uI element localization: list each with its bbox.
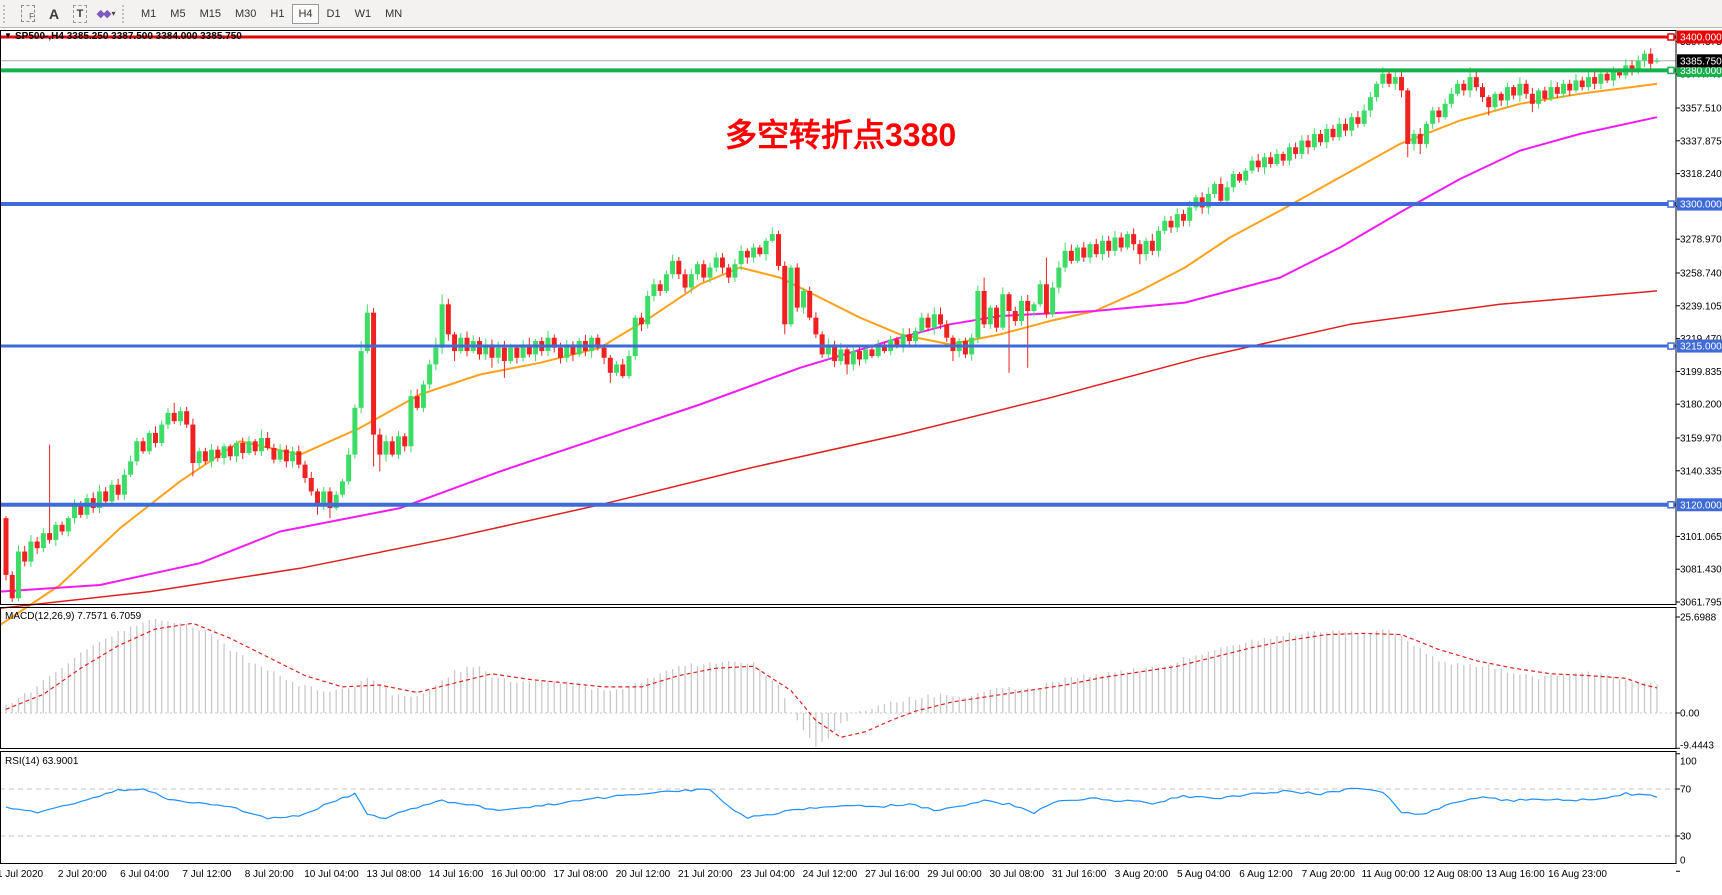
timeframe-button-MN[interactable]: MN bbox=[379, 4, 408, 24]
svg-text:8 Jul 20:00: 8 Jul 20:00 bbox=[245, 869, 294, 880]
svg-text:3357.510: 3357.510 bbox=[1680, 103, 1722, 114]
svg-text:24 Jul 12:00: 24 Jul 12:00 bbox=[803, 869, 858, 880]
timeframe-button-H4[interactable]: H4 bbox=[292, 3, 319, 24]
ma-mid-magenta-line bbox=[0, 116, 1658, 593]
svg-text:6 Jul 04:00: 6 Jul 04:00 bbox=[120, 869, 169, 880]
text-tool-icon[interactable]: A bbox=[41, 3, 67, 25]
toolbar: F A T ◆◆ ▾ M1 M5 M15 M30 H1 H4 D1 W1 MN bbox=[0, 0, 1722, 28]
svg-text:20 Jul 12:00: 20 Jul 12:00 bbox=[616, 869, 671, 880]
svg-text:3081.430: 3081.430 bbox=[1680, 565, 1722, 576]
toolbar-grip[interactable] bbox=[3, 4, 9, 23]
svg-text:3120.000: 3120.000 bbox=[1680, 500, 1722, 511]
svg-text:13 Aug 16:00: 13 Aug 16:00 bbox=[1486, 869, 1545, 880]
svg-text:16 Aug 23:00: 16 Aug 23:00 bbox=[1548, 869, 1607, 880]
svg-text:21 Jul 20:00: 21 Jul 20:00 bbox=[678, 869, 733, 880]
tool-buttons: F A T ◆◆ ▾ bbox=[15, 3, 119, 25]
horizontal-level-lines bbox=[0, 33, 1676, 509]
timeframe-button-D1[interactable]: D1 bbox=[321, 4, 347, 24]
svg-text:-9.4443: -9.4443 bbox=[1680, 741, 1714, 752]
svg-text:7 Aug 20:00: 7 Aug 20:00 bbox=[1302, 869, 1356, 880]
svg-text:3278.970: 3278.970 bbox=[1680, 235, 1722, 246]
rsi-indicator-label: RSI(14) 63.9001 bbox=[5, 756, 79, 767]
macd-pane bbox=[0, 618, 1676, 747]
svg-text:3101.065: 3101.065 bbox=[1680, 532, 1722, 543]
svg-text:6 Aug 12:00: 6 Aug 12:00 bbox=[1239, 869, 1293, 880]
macd-indicator-label: MACD(12,26,9) 7.7571 6.7059 bbox=[5, 611, 142, 622]
cursor-tool-icon[interactable]: F bbox=[15, 3, 41, 25]
svg-text:3180.200: 3180.200 bbox=[1680, 400, 1722, 411]
svg-text:3140.335: 3140.335 bbox=[1680, 466, 1722, 477]
timeframe-button-M30[interactable]: M30 bbox=[229, 4, 262, 24]
svg-text:3258.740: 3258.740 bbox=[1680, 268, 1722, 279]
svg-text:3300.000: 3300.000 bbox=[1680, 200, 1722, 211]
timeframe-buttons: M1 M5 M15 M30 H1 H4 D1 W1 MN bbox=[134, 3, 409, 24]
svg-text:30: 30 bbox=[1680, 832, 1692, 843]
toolbar-grip-2[interactable] bbox=[122, 4, 128, 23]
svg-text:3380.000: 3380.000 bbox=[1680, 66, 1722, 77]
svg-text:3061.795: 3061.795 bbox=[1680, 598, 1722, 609]
svg-text:3 Aug 20:00: 3 Aug 20:00 bbox=[1115, 869, 1169, 880]
text-label-tool-icon[interactable]: T bbox=[67, 3, 93, 25]
svg-text:29 Jul 00:00: 29 Jul 00:00 bbox=[927, 869, 982, 880]
svg-text:13 Jul 08:00: 13 Jul 08:00 bbox=[367, 869, 422, 880]
svg-text:3239.105: 3239.105 bbox=[1680, 301, 1722, 312]
svg-text:3337.875: 3337.875 bbox=[1680, 136, 1722, 147]
svg-text:31 Jul 16:00: 31 Jul 16:00 bbox=[1052, 869, 1107, 880]
rsi-pane bbox=[0, 787, 1676, 837]
svg-text:11 Aug 00:00: 11 Aug 00:00 bbox=[1361, 869, 1420, 880]
svg-text:1 Jul 2020: 1 Jul 2020 bbox=[0, 869, 44, 880]
svg-text:12 Aug 08:00: 12 Aug 08:00 bbox=[1423, 869, 1482, 880]
ma-slow-red-line bbox=[0, 290, 1658, 610]
arrows-tool-icon[interactable]: ◆◆ ▾ bbox=[93, 3, 119, 25]
pane-borders bbox=[0, 30, 1677, 864]
svg-text:25.6988: 25.6988 bbox=[1680, 613, 1717, 624]
svg-text:70: 70 bbox=[1680, 785, 1692, 796]
svg-text:0: 0 bbox=[1680, 856, 1686, 867]
timeframe-button-M5[interactable]: M5 bbox=[164, 4, 191, 24]
dropdown-caret-icon[interactable]: ▾ bbox=[111, 9, 116, 18]
timeframe-button-M1[interactable]: M1 bbox=[135, 4, 162, 24]
candles-layer bbox=[3, 48, 1660, 602]
svg-text:16 Jul 00:00: 16 Jul 00:00 bbox=[491, 869, 546, 880]
svg-text:3199.835: 3199.835 bbox=[1680, 367, 1722, 378]
timeframe-button-M15[interactable]: M15 bbox=[194, 4, 227, 24]
chart-title: SP500-,H4 3385.250 3387.500 3384.000 338… bbox=[15, 31, 242, 42]
price-axis: 3397.3753377.7403357.5103337.8753318.240… bbox=[1676, 30, 1722, 872]
svg-text:100: 100 bbox=[1680, 757, 1697, 768]
svg-text:3400.000: 3400.000 bbox=[1680, 33, 1722, 44]
svg-text:5 Aug 04:00: 5 Aug 04:00 bbox=[1177, 869, 1231, 880]
svg-text:7 Jul 12:00: 7 Jul 12:00 bbox=[182, 869, 231, 880]
chart-canvas[interactable]: 3397.3753377.7403357.5103337.8753318.240… bbox=[0, 27, 1722, 895]
ma-fast-orange-line bbox=[0, 82, 1658, 626]
chart-title-arrow[interactable]: ▼ bbox=[4, 31, 12, 40]
timeframe-button-H1[interactable]: H1 bbox=[264, 4, 290, 24]
timeframe-button-W1[interactable]: W1 bbox=[349, 4, 378, 24]
svg-text:3215.000: 3215.000 bbox=[1680, 342, 1722, 353]
svg-text:3318.240: 3318.240 bbox=[1680, 169, 1722, 180]
chart-annotation-text[interactable]: 多空转折点3380 bbox=[725, 117, 957, 153]
svg-text:2 Jul 20:00: 2 Jul 20:00 bbox=[58, 869, 107, 880]
svg-text:30 Jul 08:00: 30 Jul 08:00 bbox=[990, 869, 1045, 880]
svg-text:17 Jul 08:00: 17 Jul 08:00 bbox=[553, 869, 608, 880]
svg-text:10 Jul 04:00: 10 Jul 04:00 bbox=[304, 869, 359, 880]
svg-text:23 Jul 04:00: 23 Jul 04:00 bbox=[740, 869, 795, 880]
svg-text:3159.970: 3159.970 bbox=[1680, 433, 1722, 444]
svg-text:0.00: 0.00 bbox=[1680, 709, 1700, 720]
svg-text:3385.750: 3385.750 bbox=[1680, 56, 1722, 67]
svg-text:14 Jul 16:00: 14 Jul 16:00 bbox=[429, 869, 484, 880]
svg-text:27 Jul 16:00: 27 Jul 16:00 bbox=[865, 869, 920, 880]
time-axis: 1 Jul 2020 2 Jul 20:00 6 Jul 04:00 7 Jul 12… bbox=[0, 869, 1607, 880]
